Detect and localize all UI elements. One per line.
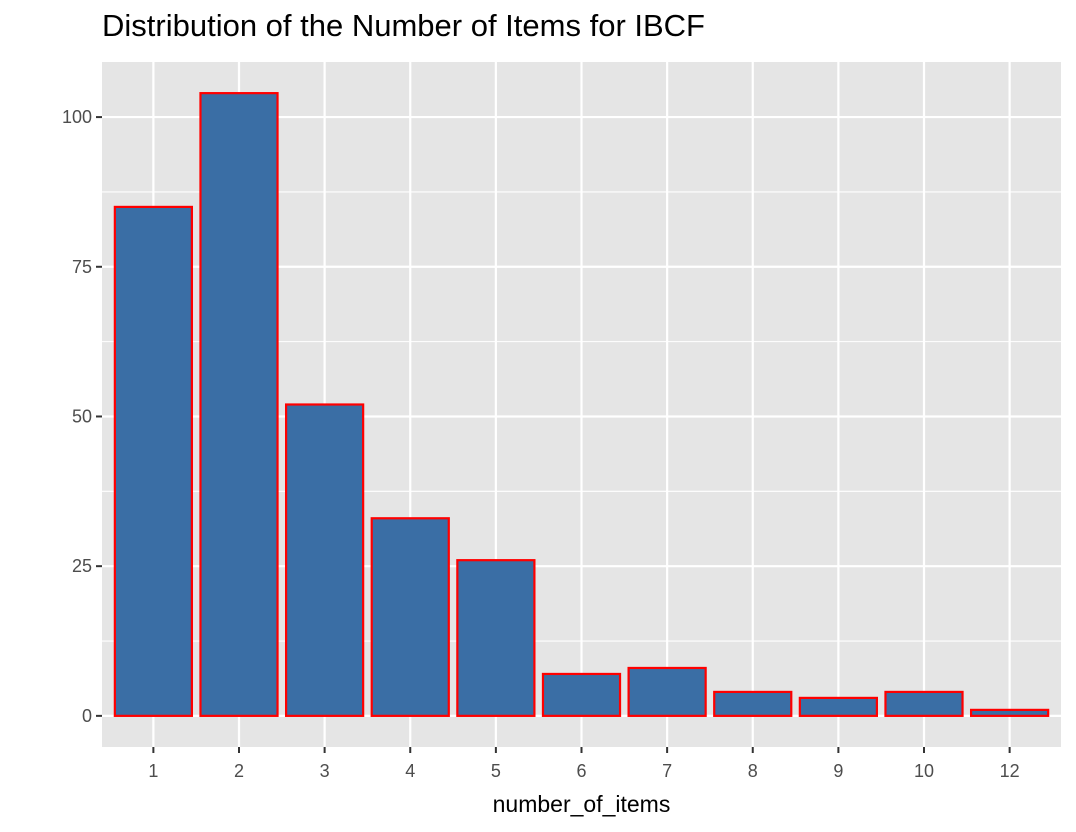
- x-tick-label: 10: [914, 761, 934, 781]
- x-axis-title: number_of_items: [493, 791, 671, 817]
- bar-8: [713, 690, 793, 717]
- x-tick-label: 7: [662, 761, 672, 781]
- bar-9: [798, 696, 879, 717]
- y-tick-label: 25: [72, 556, 92, 576]
- x-tick-label: 5: [491, 761, 501, 781]
- x-axis: 1 2 3 4 5 6 7 8 9 10 12: [148, 747, 1020, 781]
- y-tick-label: 0: [82, 706, 92, 726]
- y-tick-label: 50: [72, 406, 92, 426]
- y-axis: 0 25 50 75 100: [62, 107, 102, 726]
- chart-title: Distribution of the Number of Items for …: [102, 8, 705, 43]
- x-tick-label: 2: [234, 761, 244, 781]
- bar-5: [456, 559, 536, 717]
- y-tick-label: 100: [62, 107, 92, 127]
- bar-2: [199, 92, 279, 717]
- x-tick-label: 8: [748, 761, 758, 781]
- bar-4: [370, 517, 450, 717]
- x-tick-label: 3: [320, 761, 330, 781]
- bar-1: [113, 205, 194, 717]
- y-tick-label: 75: [72, 257, 92, 277]
- x-tick-label: 4: [405, 761, 415, 781]
- bar-3: [284, 403, 365, 717]
- bar-6: [541, 672, 622, 717]
- bar-10: [884, 690, 964, 717]
- bar-7: [627, 666, 707, 717]
- bar-series: [113, 92, 1050, 717]
- bar-12: [969, 708, 1050, 717]
- x-tick-label: 1: [148, 761, 158, 781]
- x-tick-label: 12: [1000, 761, 1020, 781]
- x-tick-label: 9: [833, 761, 843, 781]
- x-tick-label: 6: [576, 761, 586, 781]
